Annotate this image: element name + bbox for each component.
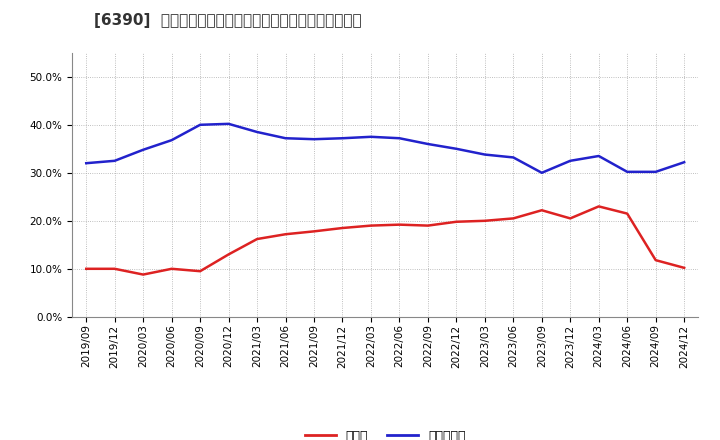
Legend: 現顔金, 有利子負債: 現顔金, 有利子負債 — [300, 425, 471, 440]
Text: [6390]  現顔金、有利子負債の総資産に対する比率の推移: [6390] 現顔金、有利子負債の総資産に対する比率の推移 — [94, 13, 361, 28]
